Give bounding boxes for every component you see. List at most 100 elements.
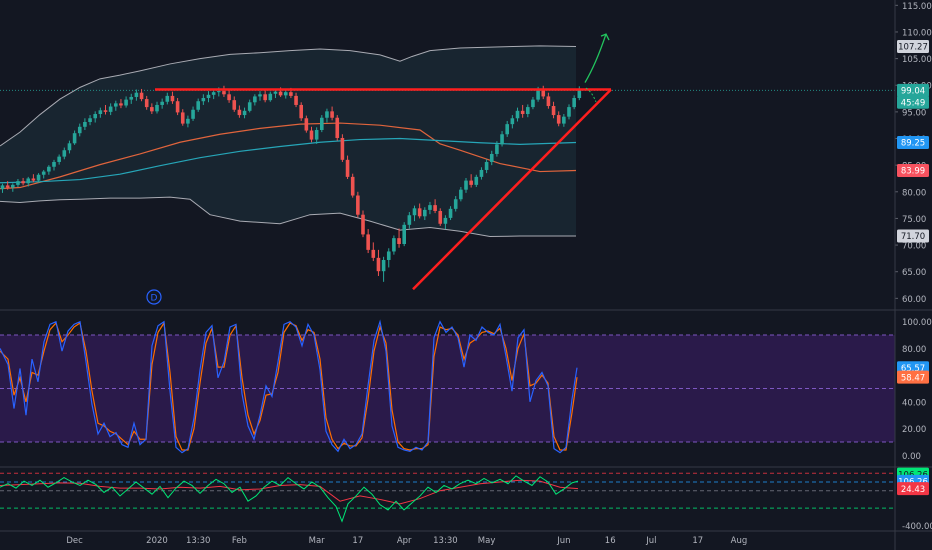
- candle-body: [0, 185, 5, 190]
- candle-body: [62, 150, 67, 157]
- candle-body: [464, 180, 468, 190]
- price-badge-text: 107.27: [898, 43, 928, 53]
- candle-body: [459, 189, 463, 200]
- candle-body: [402, 224, 406, 245]
- candle: [453, 196, 458, 212]
- support-line[interactable]: [412, 88, 612, 291]
- candle: [350, 173, 355, 198]
- candle-body: [5, 185, 10, 188]
- candle: [484, 159, 489, 174]
- candle-body: [562, 116, 566, 124]
- candle-body: [180, 112, 185, 124]
- candle-body: [443, 217, 448, 224]
- candle-body: [345, 159, 350, 177]
- candle-body: [201, 98, 206, 102]
- candle-body: [515, 110, 520, 119]
- price-badge-text: 83.99: [901, 167, 925, 177]
- candle-body: [144, 99, 149, 108]
- candle-body: [165, 95, 170, 102]
- candle: [510, 115, 515, 129]
- candle: [11, 183, 15, 192]
- price-badge-bg: [897, 164, 929, 178]
- candle-body: [217, 91, 221, 93]
- price-pane[interactable]: D: [0, 33, 895, 305]
- candle-body: [299, 104, 303, 119]
- cci-pane[interactable]: [0, 472, 895, 523]
- candle-body: [392, 238, 396, 252]
- price-tick-label: 105.00: [902, 55, 932, 65]
- candle-body: [500, 134, 504, 145]
- candle: [67, 140, 72, 154]
- candle: [26, 176, 31, 187]
- candle: [386, 248, 391, 268]
- bollinger-band-fill: [0, 45, 576, 237]
- candle: [412, 205, 417, 222]
- candle-body: [366, 234, 370, 250]
- candle-body: [510, 118, 515, 125]
- time-axis[interactable]: NovDec202013:30FebMar17Apr13:30MayJun16J…: [0, 536, 747, 546]
- bollinger-upper-line: [0, 45, 577, 147]
- candle: [237, 105, 242, 118]
- candle-body: [577, 90, 582, 99]
- candle-body: [433, 205, 437, 211]
- candle-body: [67, 143, 72, 151]
- candle-body: [11, 184, 15, 188]
- stochastic-badge-text: 58.47: [901, 373, 925, 383]
- candle: [464, 177, 468, 193]
- candle: [433, 199, 437, 214]
- candle-body: [314, 129, 319, 140]
- candle-body: [289, 92, 293, 96]
- candle-body: [350, 176, 355, 196]
- candle-body: [83, 122, 87, 127]
- candle-body: [294, 95, 298, 105]
- candle: [397, 228, 401, 248]
- price-tick-label: 75.00: [902, 215, 926, 225]
- candle: [376, 249, 381, 276]
- candle: [443, 215, 448, 230]
- candle: [88, 115, 92, 126]
- candle-body: [134, 92, 139, 97]
- candle: [103, 104, 108, 115]
- stochastic-d-line: [0, 321, 578, 451]
- candle-body: [191, 109, 195, 119]
- candle-body: [520, 110, 525, 115]
- price-badge-bg: [897, 136, 929, 150]
- candle: [93, 111, 97, 123]
- candle-body: [124, 99, 128, 106]
- candle-body: [119, 103, 123, 106]
- projection-dashed: [585, 87, 597, 103]
- time-tick-label: Aug: [731, 536, 748, 546]
- candle-body: [253, 96, 257, 103]
- price-axis[interactable]: 115.00110.00105.00100.0095.0090.0085.008…: [895, 2, 932, 532]
- candle: [309, 126, 314, 143]
- candle: [330, 106, 334, 121]
- time-tick-label: 2020: [146, 536, 168, 546]
- price-badge-bg: [897, 95, 929, 109]
- candle-body: [304, 118, 309, 131]
- candle: [196, 98, 200, 112]
- candle-body: [155, 104, 159, 112]
- candle-body: [88, 118, 92, 123]
- price-badge-text: 71.70: [901, 232, 925, 242]
- candle: [505, 120, 509, 137]
- candle-body: [438, 210, 443, 224]
- candle-body: [278, 91, 283, 96]
- candle: [0, 183, 5, 193]
- candle: [469, 174, 473, 188]
- candle: [417, 203, 422, 219]
- candle-body: [309, 130, 314, 140]
- candle-body: [495, 144, 499, 154]
- candle-body: [484, 161, 489, 170]
- dividend-marker[interactable]: D: [146, 289, 162, 305]
- time-tick-label: Jul: [645, 536, 656, 546]
- candle: [381, 256, 386, 282]
- candle: [144, 95, 149, 110]
- time-tick-label: Dec: [66, 536, 83, 546]
- stochastic-tick-label: 40.00: [902, 398, 926, 408]
- candle-body: [428, 205, 432, 210]
- stochastic-pane[interactable]: [0, 319, 895, 454]
- candle: [41, 169, 46, 179]
- candle-body: [531, 99, 535, 108]
- candle-body: [232, 100, 237, 110]
